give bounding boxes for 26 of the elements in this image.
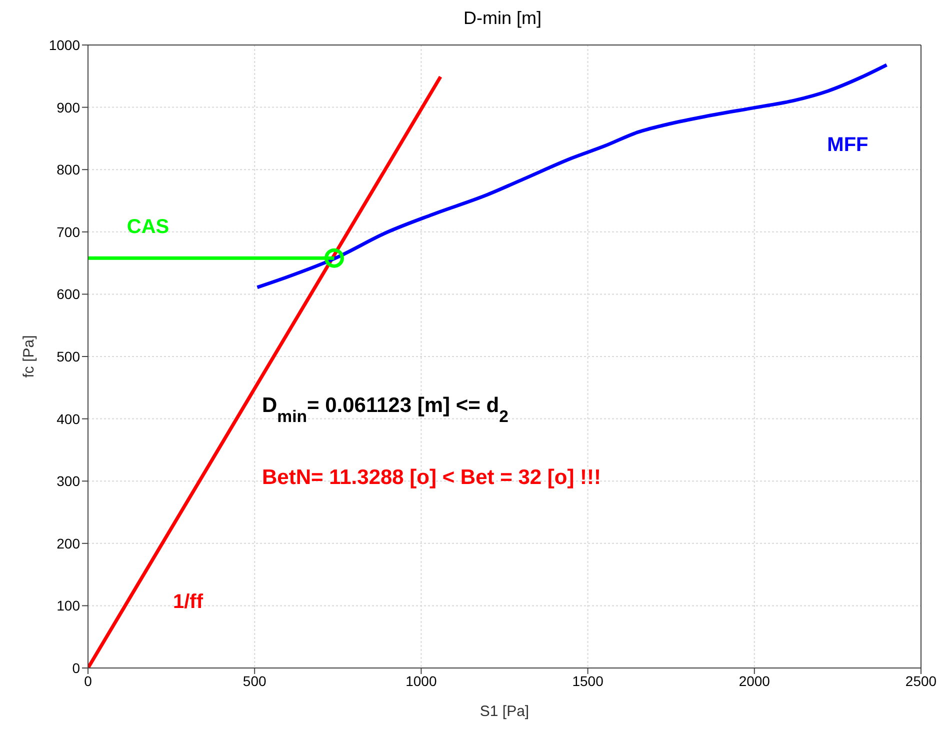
x-tick-label: 1500	[572, 672, 604, 689]
chart-title: D-min [m]	[462, 8, 542, 30]
y-axis-title: fc [Pa]	[20, 335, 38, 378]
y-tick-label: 700	[56, 224, 80, 240]
y-tick-label: 1000	[48, 36, 80, 53]
x-tick-label: 1000	[406, 672, 437, 689]
y-tick-label: 600	[56, 286, 80, 302]
series-label: 1/ff	[173, 591, 204, 613]
y-tick-label: 300	[56, 473, 80, 490]
x-axis-title: S1 [Pa]	[480, 703, 530, 720]
line-series	[256, 63, 888, 290]
x-tick-label: 0	[84, 672, 92, 689]
annotation: D$_{min}$= 0.061123 [m] <= d$_{2}$	[262, 394, 508, 426]
y-tick-label: 900	[56, 99, 80, 116]
text: MFF	[827, 134, 868, 156]
x-tick-label: 2500	[905, 672, 937, 689]
y-tick-label: 200	[56, 535, 80, 552]
y-tick-label: 100	[56, 598, 80, 614]
y-tick-label: 0	[72, 660, 80, 676]
x-tick-label: 2000	[738, 672, 770, 689]
y-tick-label: 800	[56, 162, 80, 178]
y-tick-label: 500	[56, 348, 80, 364]
x-tick-label: 500	[242, 672, 266, 689]
y-tick-label: 400	[56, 410, 80, 427]
annotation: BetN= 11.3288 [o] < Bet = 32 [o] !!!	[262, 466, 602, 489]
series-label: CAS	[126, 216, 170, 238]
